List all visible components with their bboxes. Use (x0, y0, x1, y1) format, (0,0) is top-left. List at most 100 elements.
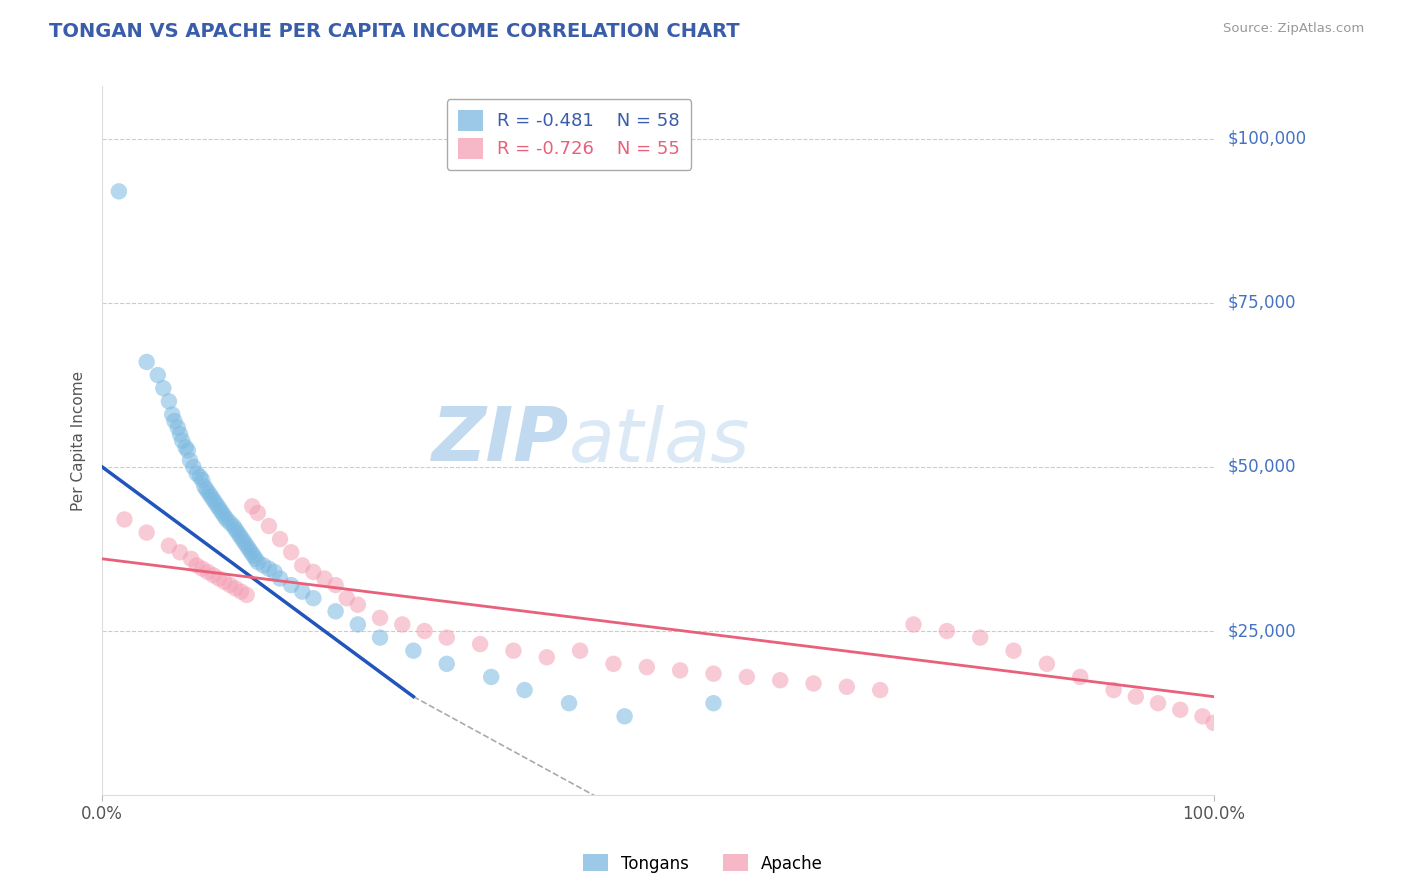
Point (702, 696, 724, 710)
Legend: Tongans, Apache: Tongans, Apache (576, 847, 830, 880)
Point (198, 486, 221, 500)
Point (803, 676, 825, 690)
Point (235, 588, 257, 602)
Point (152, 381, 174, 395)
Text: $75,000: $75,000 (1227, 293, 1296, 312)
Point (291, 584, 314, 599)
Text: atlas: atlas (569, 405, 751, 476)
Point (347, 617, 370, 632)
Point (869, 683, 891, 698)
Point (413, 624, 436, 638)
Point (1202, 715, 1225, 730)
Point (169, 545, 191, 559)
Point (1102, 683, 1125, 698)
Point (602, 657, 624, 671)
Point (214, 574, 236, 589)
Point (280, 578, 302, 592)
Point (238, 541, 260, 556)
Point (186, 467, 208, 481)
Point (195, 483, 218, 497)
Point (240, 545, 263, 559)
Point (536, 650, 558, 665)
Point (569, 643, 592, 657)
Point (402, 643, 425, 657)
Point (208, 502, 231, 516)
Point (135, 525, 157, 540)
Point (157, 394, 180, 409)
Point (246, 506, 269, 520)
Point (314, 572, 336, 586)
Point (269, 532, 291, 546)
Point (613, 709, 636, 723)
Y-axis label: Per Capita Income: Per Capita Income (72, 371, 86, 511)
Point (186, 558, 208, 573)
Point (163, 414, 186, 428)
Point (558, 696, 581, 710)
Point (204, 496, 226, 510)
Point (636, 660, 658, 674)
Point (160, 408, 183, 422)
Point (1002, 643, 1025, 657)
Point (246, 555, 269, 569)
Point (1125, 690, 1147, 704)
Point (200, 490, 222, 504)
Point (226, 525, 249, 540)
Point (325, 578, 347, 592)
Point (191, 562, 214, 576)
Point (183, 459, 205, 474)
Point (208, 572, 231, 586)
Point (280, 545, 302, 559)
Point (191, 473, 214, 487)
Point (735, 670, 758, 684)
Point (1069, 670, 1091, 684)
Point (291, 558, 314, 573)
Point (188, 470, 211, 484)
Point (219, 578, 242, 592)
Point (214, 509, 236, 524)
Point (669, 664, 692, 678)
Point (513, 683, 536, 698)
Point (263, 565, 285, 579)
Point (229, 529, 252, 543)
Point (235, 539, 257, 553)
Point (135, 355, 157, 369)
Point (231, 584, 253, 599)
Point (207, 500, 229, 514)
Point (225, 582, 247, 596)
Point (169, 427, 191, 442)
Point (336, 591, 359, 606)
Point (502, 643, 524, 657)
Point (231, 532, 253, 546)
Point (211, 506, 233, 520)
Point (146, 368, 169, 383)
Point (166, 420, 188, 434)
Point (202, 568, 225, 582)
Point (436, 657, 458, 671)
Point (114, 512, 136, 526)
Point (347, 598, 370, 612)
Point (769, 673, 792, 688)
Point (257, 562, 280, 576)
Point (108, 185, 131, 199)
Point (157, 539, 180, 553)
Point (1147, 696, 1170, 710)
Point (391, 617, 413, 632)
Text: $25,000: $25,000 (1227, 622, 1296, 640)
Point (177, 443, 200, 458)
Point (245, 551, 267, 566)
Point (172, 434, 194, 448)
Point (202, 492, 225, 507)
Point (179, 453, 201, 467)
Point (436, 631, 458, 645)
Point (468, 637, 491, 651)
Point (240, 500, 263, 514)
Point (935, 624, 957, 638)
Point (225, 522, 247, 536)
Legend: R = -0.481    N = 58, R = -0.726    N = 55: R = -0.481 N = 58, R = -0.726 N = 55 (447, 99, 692, 169)
Point (269, 572, 291, 586)
Point (325, 604, 347, 618)
Text: $100,000: $100,000 (1227, 130, 1306, 148)
Point (368, 631, 391, 645)
Point (302, 591, 325, 606)
Point (302, 565, 325, 579)
